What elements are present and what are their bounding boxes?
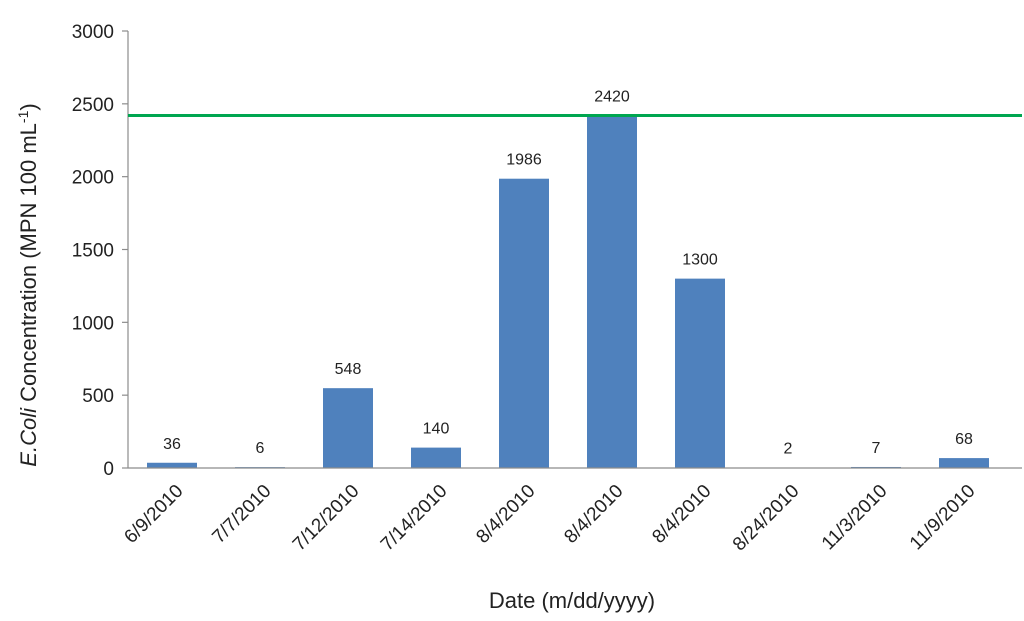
- x-tick-label: 7/12/2010: [289, 481, 364, 556]
- bar: [411, 447, 461, 468]
- y-axis-title-italic: E.Coli: [16, 407, 41, 467]
- y-tick-label: 1000: [72, 313, 114, 334]
- x-tick-label: 7/7/2010: [208, 481, 275, 548]
- y-tick-label: 3000: [72, 22, 114, 43]
- bar: [499, 178, 549, 468]
- data-label: 7: [872, 440, 881, 457]
- y-axis-title: E.Coli Concentration (MPN 100 mL-1): [15, 103, 41, 466]
- data-label: 548: [335, 361, 362, 378]
- data-label: 68: [955, 431, 973, 448]
- x-tick-label: 6/9/2010: [120, 481, 187, 548]
- y-tick-label: 2000: [72, 168, 114, 189]
- data-label: 1986: [506, 152, 542, 169]
- x-tick-label: 8/4/2010: [560, 481, 627, 548]
- data-label: 2: [784, 441, 793, 458]
- y-axis-title-main: Concentration (MPN 100 mL: [16, 123, 41, 408]
- bar: [587, 115, 637, 468]
- data-label: 36: [163, 436, 181, 453]
- y-tick-label: 0: [103, 459, 114, 480]
- bar: [323, 388, 373, 468]
- bar: [675, 278, 725, 468]
- svg-text:E.Coli Concentration (MPN 100: E.Coli Concentration (MPN 100 mL-1): [15, 103, 41, 466]
- x-tick-label: 11/9/2010: [906, 481, 980, 555]
- x-tick-label: 7/14/2010: [377, 481, 452, 556]
- x-tick-label: 8/4/2010: [472, 481, 539, 548]
- data-label: 140: [423, 421, 450, 438]
- bar: [147, 462, 197, 468]
- data-label: 6: [256, 440, 265, 457]
- y-tick-label: 2500: [72, 95, 114, 116]
- x-tick-label: 8/24/2010: [729, 481, 804, 556]
- y-tick-label: 500: [82, 386, 114, 407]
- data-label: 2420: [594, 88, 630, 105]
- x-axis-title: Date (m/dd/yyyy): [489, 588, 655, 613]
- data-label: 1300: [682, 252, 718, 269]
- y-tick-label: 1500: [72, 241, 114, 262]
- x-tick-label: 8/4/2010: [648, 481, 715, 548]
- bar: [939, 458, 989, 468]
- y-axis-title-close: ): [16, 103, 41, 110]
- y-axis-title-superscript: -1: [15, 110, 31, 123]
- x-tick-label: 11/3/2010: [818, 481, 892, 555]
